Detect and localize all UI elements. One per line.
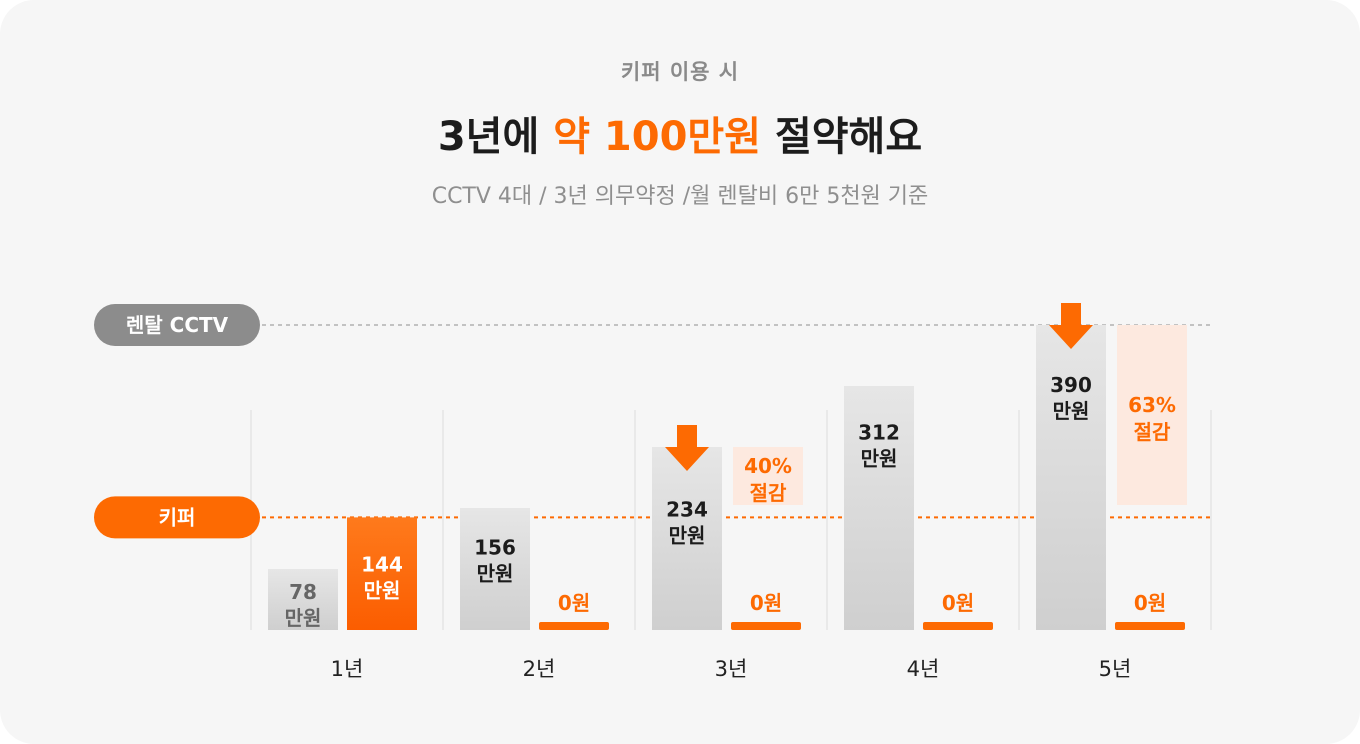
keeper-unit-0: 만원	[364, 578, 401, 602]
category-label-2: 3년	[715, 657, 748, 681]
headline-before: 3년에	[437, 114, 554, 160]
rental-value-4: 390	[1050, 373, 1092, 397]
down-arrow-icon-1	[1049, 303, 1093, 349]
down-arrow-icon-0	[665, 425, 709, 471]
keeper-bar-4	[1115, 622, 1185, 630]
savings-pct-1: 63%	[1128, 393, 1176, 417]
rental-unit-1: 만원	[477, 561, 514, 585]
savings-text-1: 절감	[1134, 420, 1171, 444]
rental-unit-0: 만원	[285, 606, 322, 630]
rental-bar-0	[268, 569, 338, 630]
rental-bar-3	[844, 386, 914, 630]
rental-value-2: 234	[666, 498, 708, 522]
headline: 3년에 약 100만원 절약해요	[0, 104, 1360, 162]
rental-bar-4	[1036, 325, 1106, 630]
rental-bar-1	[460, 508, 530, 630]
reference-label-1: 키퍼	[159, 505, 196, 529]
keeper-bar-2	[731, 622, 801, 630]
category-label-3: 4년	[907, 657, 940, 681]
rental-unit-2: 만원	[669, 524, 706, 548]
reference-label-bg-1	[94, 496, 260, 539]
rental-unit-4: 만원	[1053, 399, 1090, 423]
category-label-0: 1년	[331, 657, 364, 681]
reference-label-bg-0	[94, 304, 260, 346]
keeper-bar-3	[923, 622, 993, 630]
keeper-value-3: 0원	[942, 591, 974, 615]
reference-label-0: 렌탈 CCTV	[126, 313, 229, 337]
keeper-value-0: 144	[361, 552, 403, 576]
keeper-value-2: 0원	[750, 591, 782, 615]
eyebrow-text: 키퍼 이용 시	[620, 60, 740, 84]
rental-bar-2	[652, 447, 722, 630]
savings-box-0	[733, 447, 803, 505]
keeper-value-1: 0원	[558, 591, 590, 615]
subtitle: CCTV 4대 / 3년 의무약정 /월 렌탈비 6만 5천원 기준	[431, 184, 929, 209]
rental-value-0: 78	[289, 580, 317, 604]
keeper-bar-0	[347, 517, 417, 630]
rental-value-3: 312	[858, 421, 900, 445]
category-label-4: 5년	[1099, 657, 1132, 681]
headline-accent: 약 100만원	[553, 114, 762, 160]
headline-after: 절약해요	[761, 114, 923, 160]
savings-box-1	[1117, 325, 1187, 505]
rental-value-1: 156	[474, 535, 516, 559]
keeper-bar-1	[539, 622, 609, 630]
savings-text-0: 절감	[750, 481, 787, 505]
category-label-1: 2년	[523, 657, 556, 681]
rental-unit-3: 만원	[861, 447, 898, 471]
keeper-value-4: 0원	[1134, 591, 1166, 615]
savings-pct-0: 40%	[744, 454, 792, 478]
